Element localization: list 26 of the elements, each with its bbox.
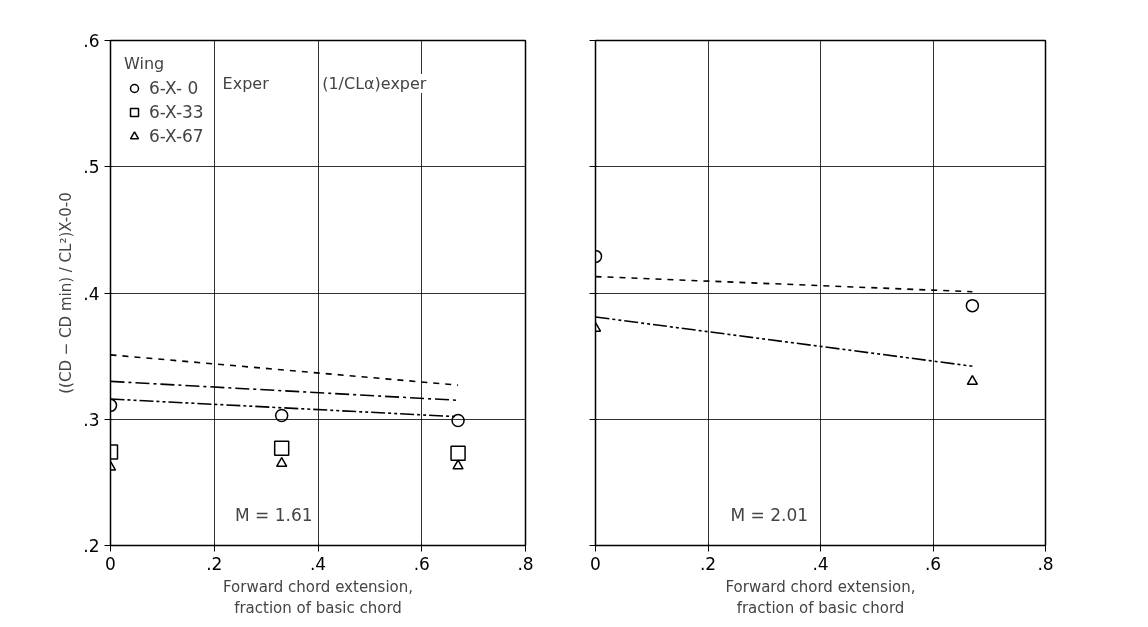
x-tick-label: .6	[924, 553, 942, 574]
y-tick-label: .5	[83, 157, 100, 178]
legend-label: 6-X-33	[149, 102, 204, 122]
y-tick-label: .2	[83, 536, 100, 556]
legend-title: Wing	[124, 54, 166, 73]
x-tick-label: .6	[413, 553, 430, 574]
annotation: Exper	[222, 73, 270, 93]
annotation: (1/CLα)exper	[322, 73, 427, 93]
annotation: M = 2.01	[730, 505, 809, 526]
x-tick-label: .4	[309, 553, 327, 574]
x-tick-label: 0	[590, 553, 601, 574]
y-tick-label: .4	[83, 283, 100, 304]
x-axis-title: Forward chord extension, fraction of basic chord	[222, 577, 414, 618]
x-tick-label: .2	[206, 553, 223, 574]
y-tick-label: .3	[83, 409, 100, 430]
legend-label: 6-X- 0	[149, 78, 199, 98]
legend-label: 6-X-67	[149, 126, 204, 146]
y-axis-title: ((CD − CD min) / CL²)X-0-0	[57, 192, 76, 394]
x-tick-label: .2	[699, 553, 717, 574]
annotation: M = 1.61	[235, 505, 313, 526]
x-tick-label: 0	[105, 553, 116, 574]
x-tick-label: .4	[812, 553, 829, 574]
x-tick-label: .8	[517, 553, 534, 574]
x-tick-label: .8	[1037, 553, 1054, 574]
x-axis-title: Forward chord extension, fraction of basic chord	[725, 577, 916, 618]
y-tick-label: .6	[83, 31, 100, 51]
